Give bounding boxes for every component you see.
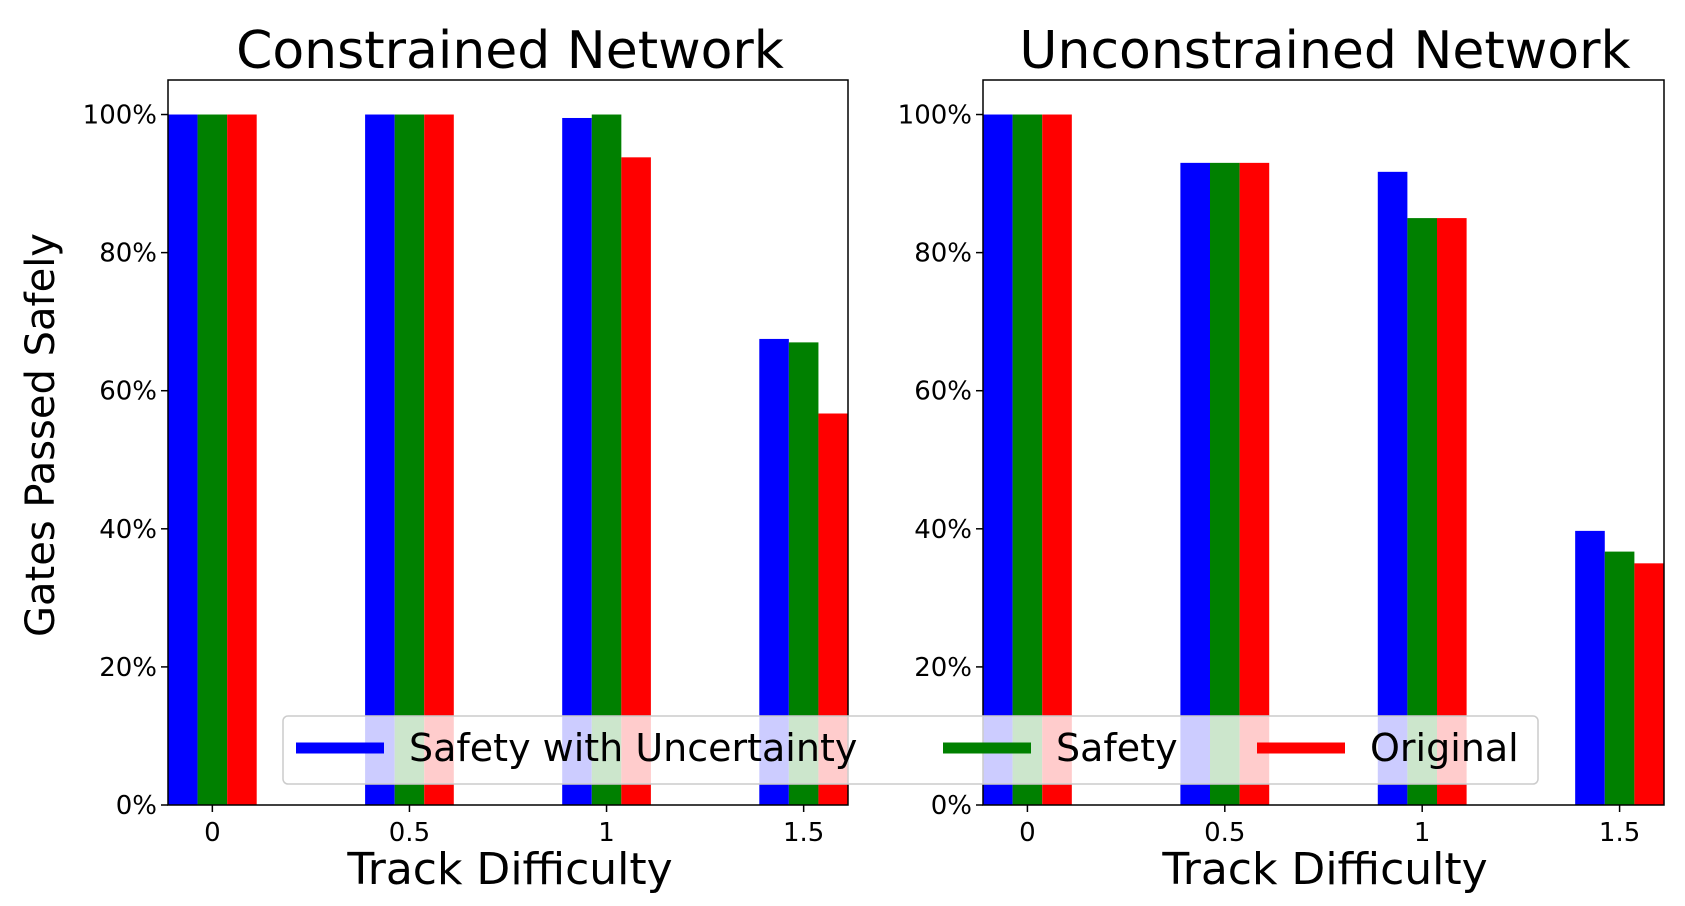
bar-original-0: [1042, 114, 1072, 805]
bar-original-1: [621, 157, 651, 805]
y-axis-label: Gates Passed Safely: [18, 233, 64, 637]
x-tick-label: 1.5: [1599, 818, 1640, 848]
bar-safety-0-5: [394, 114, 425, 805]
y-tick-label: 60%: [914, 377, 972, 407]
x-tick-label: 0: [1019, 818, 1036, 848]
panel-unconstrained-network: Unconstrained Network Track Difficulty 0…: [898, 21, 1665, 895]
y-tick-label: 0%: [116, 791, 157, 821]
chart-title: Unconstrained Network: [1019, 21, 1630, 81]
plot-area: 0% 20% 40% 60% 80% 100% 0 0.5 1 1.5: [898, 79, 1665, 848]
x-tick-label: 1: [598, 818, 615, 848]
x-axis-label: Track Difficulty: [1161, 844, 1487, 895]
legend-label-safety-with-uncertainty: Safety with Uncertainty: [409, 726, 857, 770]
x-tick-label: 0.5: [389, 818, 430, 848]
legend-label-safety: Safety: [1056, 726, 1178, 770]
y-tick-label: 20%: [99, 653, 157, 683]
bar-safety-1: [1407, 218, 1437, 806]
bar-original-1: [1437, 218, 1467, 806]
y-tick-label: 0%: [931, 791, 972, 821]
bar-safety-with-uncertainty-1-5: [1575, 530, 1605, 805]
y-tick-label: 100%: [83, 101, 157, 131]
bar-safety-with-uncertainty-1: [1377, 171, 1408, 805]
y-tick-label: 80%: [914, 239, 972, 269]
y-tick-label: 40%: [99, 515, 157, 545]
x-tick-label: 1.5: [783, 818, 824, 848]
y-tick-label: 60%: [99, 377, 157, 407]
x-tick-label: 0: [204, 818, 221, 848]
bar-safety-0: [197, 114, 228, 805]
panel-constrained-network: Constrained Network Track Difficulty Gat…: [18, 21, 849, 895]
bar-safety-with-uncertainty-0-5: [1180, 162, 1210, 806]
bar-original-0: [227, 114, 257, 805]
x-tick-label: 0.5: [1204, 818, 1245, 848]
bar-safety-with-uncertainty-1: [562, 117, 592, 806]
bar-original-0-5: [424, 114, 454, 805]
y-tick-label: 40%: [914, 515, 972, 545]
plot-area: 0% 20% 40% 60% 80% 100% 0 0.5 1 1.5: [83, 79, 849, 848]
axes-frame: [167, 79, 849, 806]
bar-original-1-5: [1634, 563, 1664, 805]
bar-safety-0-5: [1210, 162, 1240, 806]
legend-label-original: Original: [1370, 726, 1519, 770]
legend-frame: [282, 715, 1539, 785]
y-tick-label: 20%: [914, 653, 972, 683]
legend: Safety with Uncertainty Safety Original: [282, 715, 1539, 785]
y-tick-label: 80%: [99, 239, 157, 269]
x-tick-label: 1: [1414, 818, 1431, 848]
chart-title: Constrained Network: [236, 21, 784, 81]
bar-safety-0: [1012, 114, 1043, 805]
bar-safety-1: [591, 114, 622, 805]
bar-original-0-5: [1239, 162, 1270, 806]
bar-safety-with-uncertainty-0: [983, 114, 1013, 805]
x-axis-label: Track Difficulty: [346, 844, 672, 895]
bar-safety-with-uncertainty-0-5: [365, 114, 395, 805]
axes-frame: [982, 79, 1665, 806]
y-tick-label: 100%: [898, 101, 972, 131]
bar-safety-1-5: [1604, 551, 1635, 805]
bar-safety-with-uncertainty-0: [168, 114, 198, 805]
